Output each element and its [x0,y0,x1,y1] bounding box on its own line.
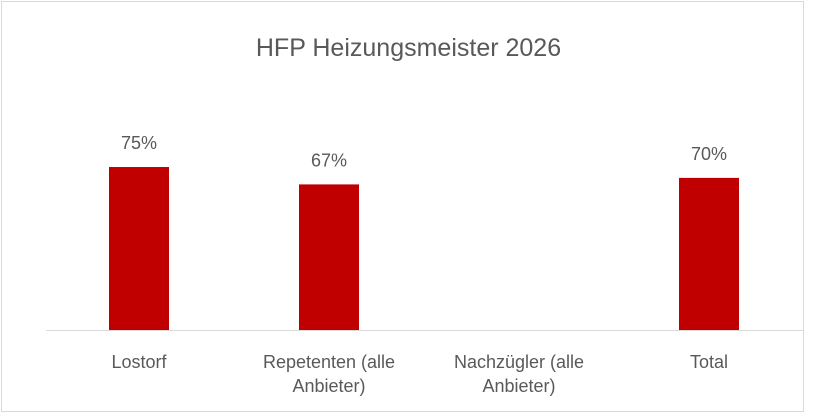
bar [109,167,169,330]
bar [679,177,739,330]
x-tick-label: Nachzügler (alle Anbieter) [453,352,585,396]
bar [299,184,359,330]
x-tick-label: Total [689,352,729,372]
x-tick-label: Repetenten (alle Anbieter) [262,352,396,396]
chart-frame [1,1,804,412]
x-tick-label: Lostorf [111,352,167,372]
data-label: 70% [691,144,727,164]
data-label: 75% [121,133,157,153]
chart-title: HFP Heizungsmeister 2026 [255,34,562,62]
data-label: 67% [311,150,347,170]
